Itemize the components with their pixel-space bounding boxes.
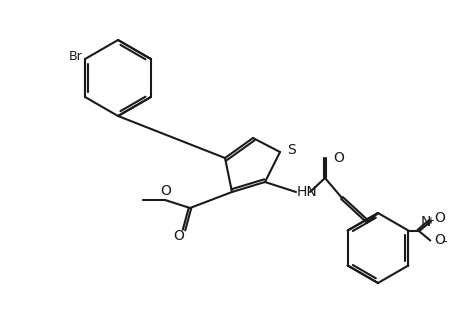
Text: O: O [174, 229, 184, 243]
Text: +: + [426, 216, 434, 227]
Text: O: O [434, 233, 445, 247]
Text: O: O [160, 184, 171, 198]
Text: HN: HN [297, 185, 318, 199]
Text: Br: Br [68, 51, 82, 64]
Text: O: O [434, 211, 445, 225]
Text: S: S [287, 143, 296, 157]
Text: -: - [442, 235, 447, 248]
Text: N: N [420, 215, 431, 228]
Text: O: O [333, 151, 344, 165]
